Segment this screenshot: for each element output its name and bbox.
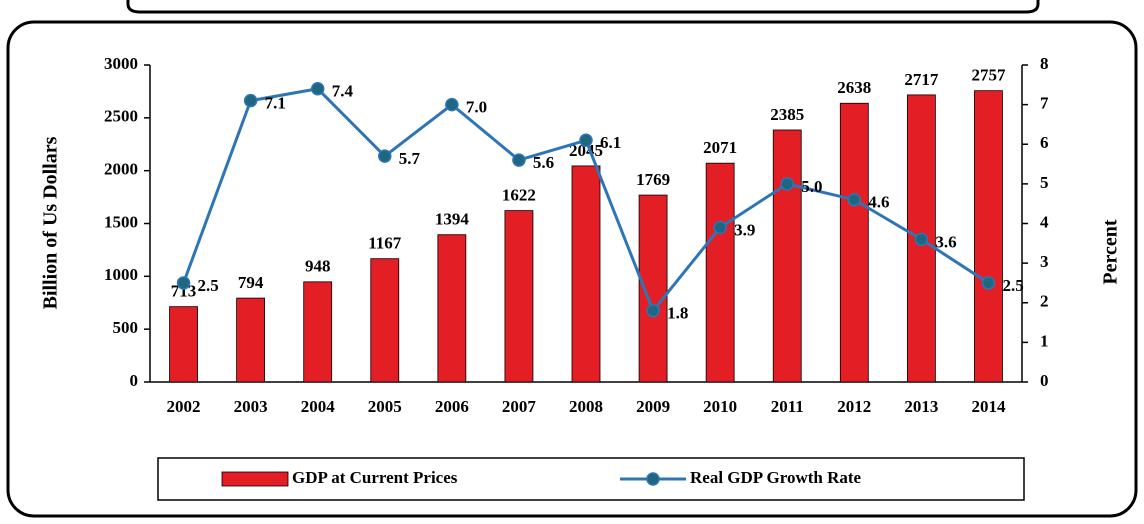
bar xyxy=(974,90,1003,383)
line-value-label: 1.8 xyxy=(667,304,688,323)
legend-marker xyxy=(646,472,660,486)
legend-label: GDP at Current Prices xyxy=(292,468,458,487)
bar-value-label: 2045 xyxy=(569,141,603,160)
line-value-label: 5.0 xyxy=(801,177,822,196)
bar xyxy=(370,258,400,383)
y-tick-label: 1500 xyxy=(104,212,138,231)
y-axis-label: Billion of Us Dollars xyxy=(40,136,62,309)
bar-value-label: 1769 xyxy=(636,170,670,189)
bar xyxy=(772,129,802,383)
line-value-label: 7.1 xyxy=(265,94,286,113)
line-marker xyxy=(310,82,325,96)
line-marker xyxy=(646,303,660,318)
line-value-label: 2.5 xyxy=(1002,276,1023,295)
bar-value-label: 2717 xyxy=(904,70,939,89)
bar-value-label: 1394 xyxy=(435,210,470,229)
line-marker xyxy=(176,276,191,290)
line-value-label: 3.6 xyxy=(935,232,956,251)
y-tick-label: 1000 xyxy=(104,265,138,284)
line-value-label: 3.9 xyxy=(734,220,755,239)
legend-box xyxy=(157,457,1025,501)
y-tick-label: 3000 xyxy=(104,54,138,73)
line-marker xyxy=(780,177,794,191)
bar-value-label: 2638 xyxy=(837,78,871,97)
y2-tick-label: 5 xyxy=(1040,173,1049,192)
bar xyxy=(303,281,333,383)
bar-value-label: 948 xyxy=(305,257,331,276)
x-tick-label: 2012 xyxy=(837,397,871,416)
bar-value-label: 794 xyxy=(238,273,264,292)
line-marker xyxy=(378,149,392,163)
y2-axis-label: Percent xyxy=(1100,219,1122,284)
x-tick-label: 2006 xyxy=(435,397,469,416)
line-value-label: 7.4 xyxy=(332,82,354,101)
outer-frame xyxy=(6,20,1138,518)
bar-value-label: 713 xyxy=(171,282,197,301)
bar-value-label: 2071 xyxy=(703,138,737,157)
line-value-label: 4.6 xyxy=(868,193,889,212)
y-tick-label: 2500 xyxy=(104,107,138,126)
y-tick-label: 500 xyxy=(113,318,139,337)
y2-tick-label: 1 xyxy=(1040,331,1049,350)
bar xyxy=(571,165,601,383)
y2-tick-label: 6 xyxy=(1040,133,1049,152)
bar xyxy=(236,297,266,383)
line-value-label: 7.0 xyxy=(466,98,487,117)
x-tick-label: 2005 xyxy=(368,397,402,416)
x-tick-label: 2003 xyxy=(234,397,268,416)
bar xyxy=(169,306,198,383)
y2-tick-label: 7 xyxy=(1040,94,1049,113)
y2-tick-label: 3 xyxy=(1040,252,1049,271)
bar-value-label: 2385 xyxy=(770,105,804,124)
legend-label: Real GDP Growth Rate xyxy=(690,468,862,487)
y2-tick-label: 0 xyxy=(1040,371,1049,390)
line-value-label: 5.6 xyxy=(533,153,554,172)
line-marker xyxy=(579,133,593,148)
x-tick-label: 2004 xyxy=(301,397,336,416)
line-marker xyxy=(981,276,996,290)
bar xyxy=(705,162,735,383)
y2-tick-label: 8 xyxy=(1040,54,1049,73)
top-frame xyxy=(126,0,1040,14)
line-value-label: 5.7 xyxy=(399,149,421,168)
x-tick-label: 2008 xyxy=(569,397,603,416)
legend-swatch xyxy=(221,471,289,487)
line-marker xyxy=(445,97,459,112)
bar xyxy=(839,102,869,383)
line-marker xyxy=(713,220,727,235)
x-tick-label: 2002 xyxy=(167,397,201,416)
line-marker xyxy=(914,232,929,247)
y2-tick-label: 4 xyxy=(1040,212,1049,231)
x-tick-label: 2011 xyxy=(771,397,804,416)
bar-value-label: 2757 xyxy=(971,66,1006,85)
line-marker xyxy=(243,93,258,108)
bar-value-label: 1167 xyxy=(368,234,402,253)
y2-tick-label: 2 xyxy=(1040,292,1049,311)
bar-value-label: 1622 xyxy=(502,186,536,205)
line-marker xyxy=(847,192,862,207)
x-tick-label: 2013 xyxy=(904,397,938,416)
bar xyxy=(504,210,534,383)
x-tick-label: 2009 xyxy=(636,397,670,416)
line-marker xyxy=(512,153,526,167)
line-value-label: 6.1 xyxy=(600,133,621,152)
line-value-label: 2.5 xyxy=(198,276,219,295)
x-tick-label: 2010 xyxy=(703,397,737,416)
y-tick-label: 2000 xyxy=(104,160,138,179)
bar xyxy=(437,234,467,383)
x-tick-label: 2014 xyxy=(971,397,1006,416)
x-tick-label: 2007 xyxy=(502,397,537,416)
y-tick-label: 0 xyxy=(130,371,139,390)
